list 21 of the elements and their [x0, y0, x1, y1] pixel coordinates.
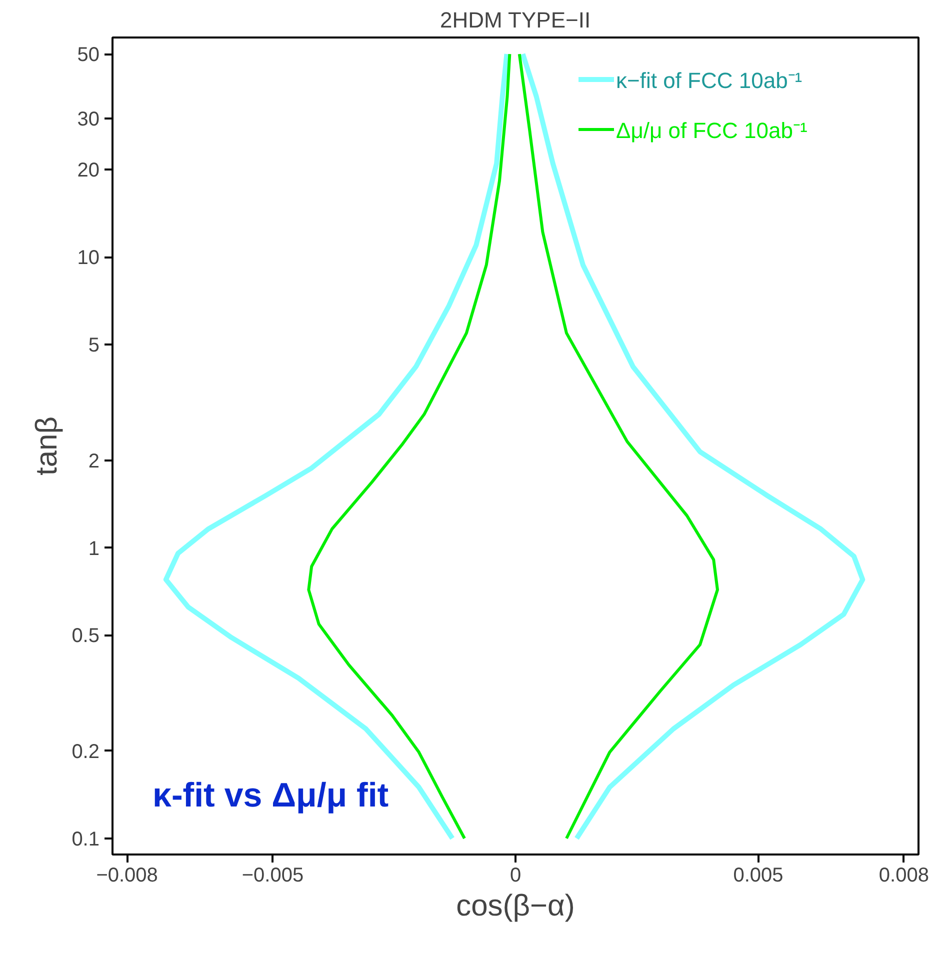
y-tick-label: 0.2	[72, 740, 100, 763]
annotation: κ-fit vs Δμ/μ fit	[152, 776, 389, 814]
y-tick-label: 0.5	[72, 625, 100, 648]
chart-title: 2HDM TYPE−II	[440, 8, 591, 32]
y-axis-title: tanβ	[30, 416, 64, 476]
y-tick-label: 5	[88, 334, 100, 357]
y-tick-label: 30	[77, 108, 100, 131]
x-tick-label: −0.008	[96, 864, 158, 886]
x-tick-label: 0	[510, 864, 522, 886]
legend-label: Δμ/μ of FCC 10ab⁻¹	[616, 117, 808, 144]
y-tick-label: 1	[88, 538, 100, 560]
x-axis-title: cos(β−α)	[456, 890, 575, 922]
x-tick-label: 0.008	[878, 864, 929, 886]
legend-label: κ−fit of FCC 10ab⁻¹	[616, 67, 802, 94]
y-tick-label: 0.1	[72, 828, 100, 850]
x-tick-label: 0.005	[733, 864, 784, 886]
y-tick-label: 2	[88, 450, 100, 472]
y-tick-label: 10	[77, 247, 100, 270]
y-tick-label: 20	[77, 160, 100, 182]
y-tick-label: 50	[77, 44, 100, 66]
x-tick-label: −0.005	[242, 864, 304, 886]
